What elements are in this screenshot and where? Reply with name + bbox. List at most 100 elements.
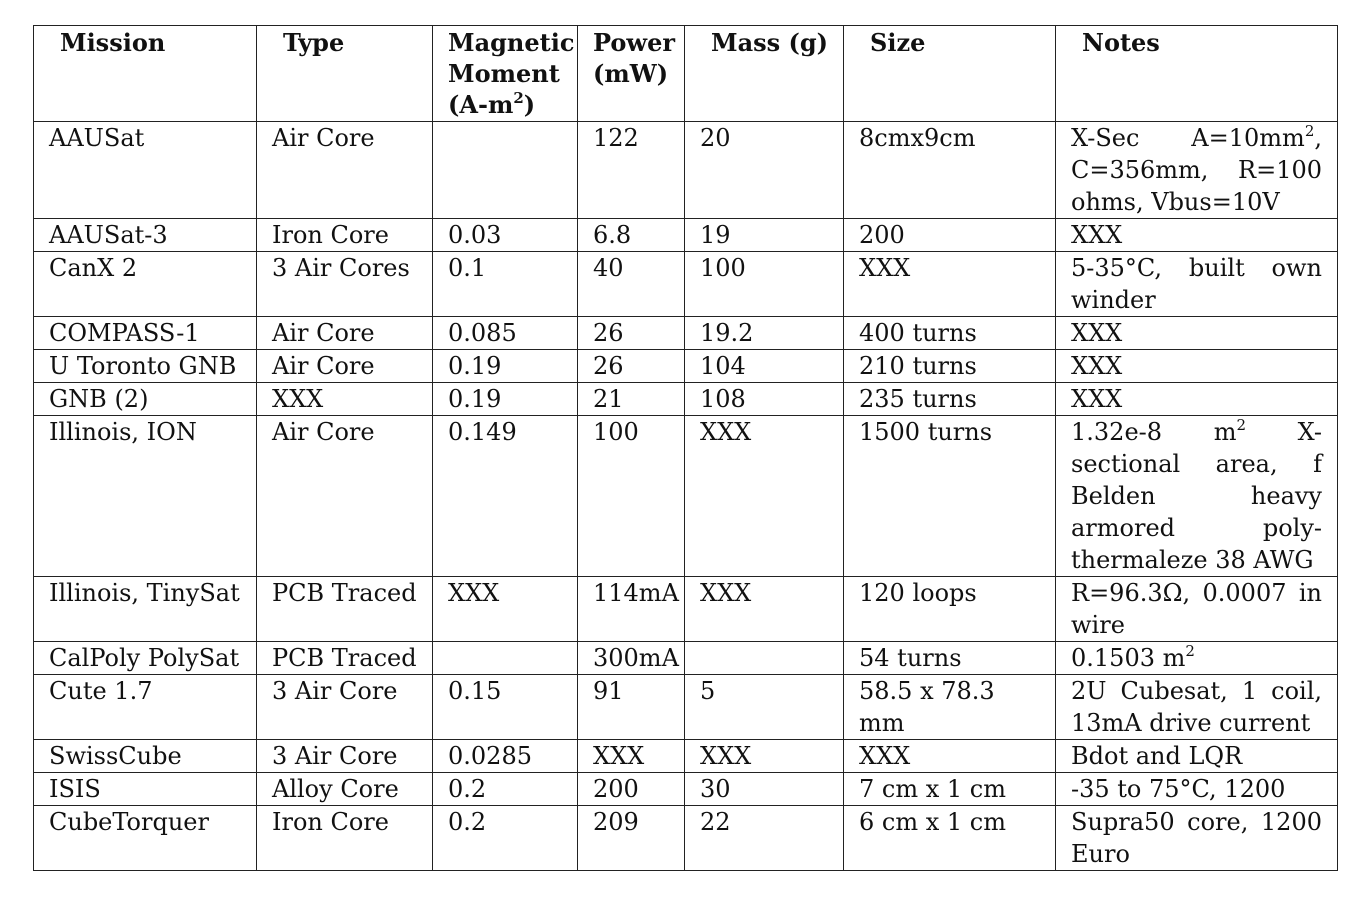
cell-mission: CubeTorquer (33, 805, 257, 871)
cell-notes: R=96.3Ω, 0.0007 in wire (1055, 576, 1338, 642)
header-magnetic-moment: Magnetic Moment (A-m2) (432, 25, 578, 122)
cell-size: 8cmx9cm (843, 121, 1056, 219)
table-body: AAUSat Air Core 122 20 8cmx9cm X-Sec A=10mm2,… (33, 121, 1338, 871)
cell-notes: 5-35°C, built own winder (1055, 251, 1338, 317)
cell-size: 120 loops (843, 576, 1056, 642)
cell-type: PCB Traced (256, 576, 433, 642)
cell-type: 3 Air Core (256, 739, 433, 773)
notes-text: X-Sec A=10mm (1071, 124, 1305, 152)
cell-type: 3 Air Cores (256, 251, 433, 317)
table-row: SwissCube 3 Air Core 0.0285 XXX XXX XXX Bdot a… (33, 739, 1338, 773)
cell-notes: Bdot and LQR (1055, 739, 1338, 773)
header-moment-line1: Magnetic (448, 28, 575, 57)
cell-type: Iron Core (256, 218, 433, 252)
cell-power: 26 (577, 316, 685, 350)
notes-text-continued: , C=356mm, R=100 ohms, Vbus=10V (1071, 124, 1322, 216)
table-row: Illinois, TinySat PCB Traced XXX 114mA XXX 12… (33, 576, 1338, 642)
cell-power: 21 (577, 382, 685, 416)
cell-power: 6.8 (577, 218, 685, 252)
cell-mass: 20 (684, 121, 844, 219)
cell-moment: 0.2 (432, 805, 578, 871)
header-moment-close: ) (523, 90, 536, 119)
cell-moment: 0.19 (432, 349, 578, 383)
notes-text: XXX (1071, 221, 1123, 249)
notes-text: 5-35°C, built own winder (1071, 254, 1322, 314)
cell-size: XXX (843, 251, 1056, 317)
cell-mission: Cute 1.7 (33, 674, 257, 740)
header-moment-line2: Moment (448, 59, 560, 88)
cell-mass: 22 (684, 805, 844, 871)
table-row: GNB (2) XXX 0.19 21 108 235 turns XXX (33, 382, 1338, 416)
cell-size: XXX (843, 739, 1056, 773)
cell-mass: 30 (684, 772, 844, 806)
cell-mass: XXX (684, 739, 844, 773)
cell-mission: CalPoly PolySat (33, 641, 257, 675)
notes-text: 2U Cubesat, 1 coil, 13mA drive current (1071, 677, 1322, 737)
cell-mission: U Toronto GNB (33, 349, 257, 383)
cell-size: 210 turns (843, 349, 1056, 383)
header-mission-label: Mission (60, 28, 166, 57)
cell-power: 209 (577, 805, 685, 871)
cell-mass: 19.2 (684, 316, 844, 350)
cell-notes: XXX (1055, 382, 1338, 416)
notes-superscript: 2 (1304, 122, 1315, 140)
cell-mission: ISIS (33, 772, 257, 806)
cell-moment (432, 121, 578, 219)
notes-text: XXX (1071, 352, 1123, 380)
cell-notes: XXX (1055, 349, 1338, 383)
cell-moment: 0.2 (432, 772, 578, 806)
cell-power: 114mA (577, 576, 685, 642)
header-power: Power (mW) (577, 25, 685, 122)
cell-moment: XXX (432, 576, 578, 642)
cell-power: 100 (577, 415, 685, 577)
cell-notes: 0.1503 m2 (1055, 641, 1338, 675)
header-type: Type (256, 25, 433, 122)
cell-mission: AAUSat (33, 121, 257, 219)
header-mass: Mass (g) (684, 25, 844, 122)
header-power-line2: (mW) (593, 59, 669, 88)
header-type-label: Type (283, 28, 345, 57)
cell-size: 235 turns (843, 382, 1056, 416)
cell-power: 122 (577, 121, 685, 219)
cell-notes: X-Sec A=10mm2, C=356mm, R=100 ohms, Vbus… (1055, 121, 1338, 219)
cell-type: Iron Core (256, 805, 433, 871)
cell-moment: 0.03 (432, 218, 578, 252)
cell-mass: 5 (684, 674, 844, 740)
cell-type: Air Core (256, 349, 433, 383)
cell-mass: XXX (684, 415, 844, 577)
cell-moment: 0.1 (432, 251, 578, 317)
notes-text: 1.32e-8 m (1071, 418, 1237, 446)
cell-type: 3 Air Core (256, 674, 433, 740)
table-row: Illinois, ION Air Core 0.149 100 XXX 1500 tur… (33, 415, 1338, 577)
cell-moment: 0.085 (432, 316, 578, 350)
table-row: CalPoly PolySat PCB Traced 300mA 54 turns 0.… (33, 641, 1338, 675)
cell-type: XXX (256, 382, 433, 416)
cell-notes: Supra50 core, 1200 Euro (1055, 805, 1338, 871)
table-row: Cute 1.7 3 Air Core 0.15 91 5 58.5 x 78.3 mm 2… (33, 674, 1338, 740)
notes-text: 0.1503 m (1071, 644, 1186, 672)
header-notes: Notes (1055, 25, 1338, 122)
cell-power: 300mA (577, 641, 685, 675)
cell-mission: AAUSat-3 (33, 218, 257, 252)
cell-mission: Illinois, TinySat (33, 576, 257, 642)
cell-mission: COMPASS-1 (33, 316, 257, 350)
cell-mass: XXX (684, 576, 844, 642)
cell-mission: SwissCube (33, 739, 257, 773)
cell-size: 400 turns (843, 316, 1056, 350)
cell-power: 40 (577, 251, 685, 317)
cell-mission: GNB (2) (33, 382, 257, 416)
header-row: Mission Type Magnetic Moment (A-m2) Powe… (33, 25, 1338, 122)
table-row: U Toronto GNB Air Core 0.19 26 104 210 turns X… (33, 349, 1338, 383)
cell-notes: -35 to 75°C, 1200 (1055, 772, 1338, 806)
notes-text: XXX (1071, 319, 1123, 347)
notes-text: Bdot and LQR (1071, 742, 1243, 770)
cell-size: 58.5 x 78.3 mm (843, 674, 1056, 740)
cell-notes: 2U Cubesat, 1 coil, 13mA drive current (1055, 674, 1338, 740)
cell-type: Air Core (256, 121, 433, 219)
cell-moment: 0.149 (432, 415, 578, 577)
cell-moment: 0.19 (432, 382, 578, 416)
notes-superscript: 2 (1236, 416, 1246, 434)
cell-power: 26 (577, 349, 685, 383)
header-moment-sup: 2 (513, 89, 524, 107)
